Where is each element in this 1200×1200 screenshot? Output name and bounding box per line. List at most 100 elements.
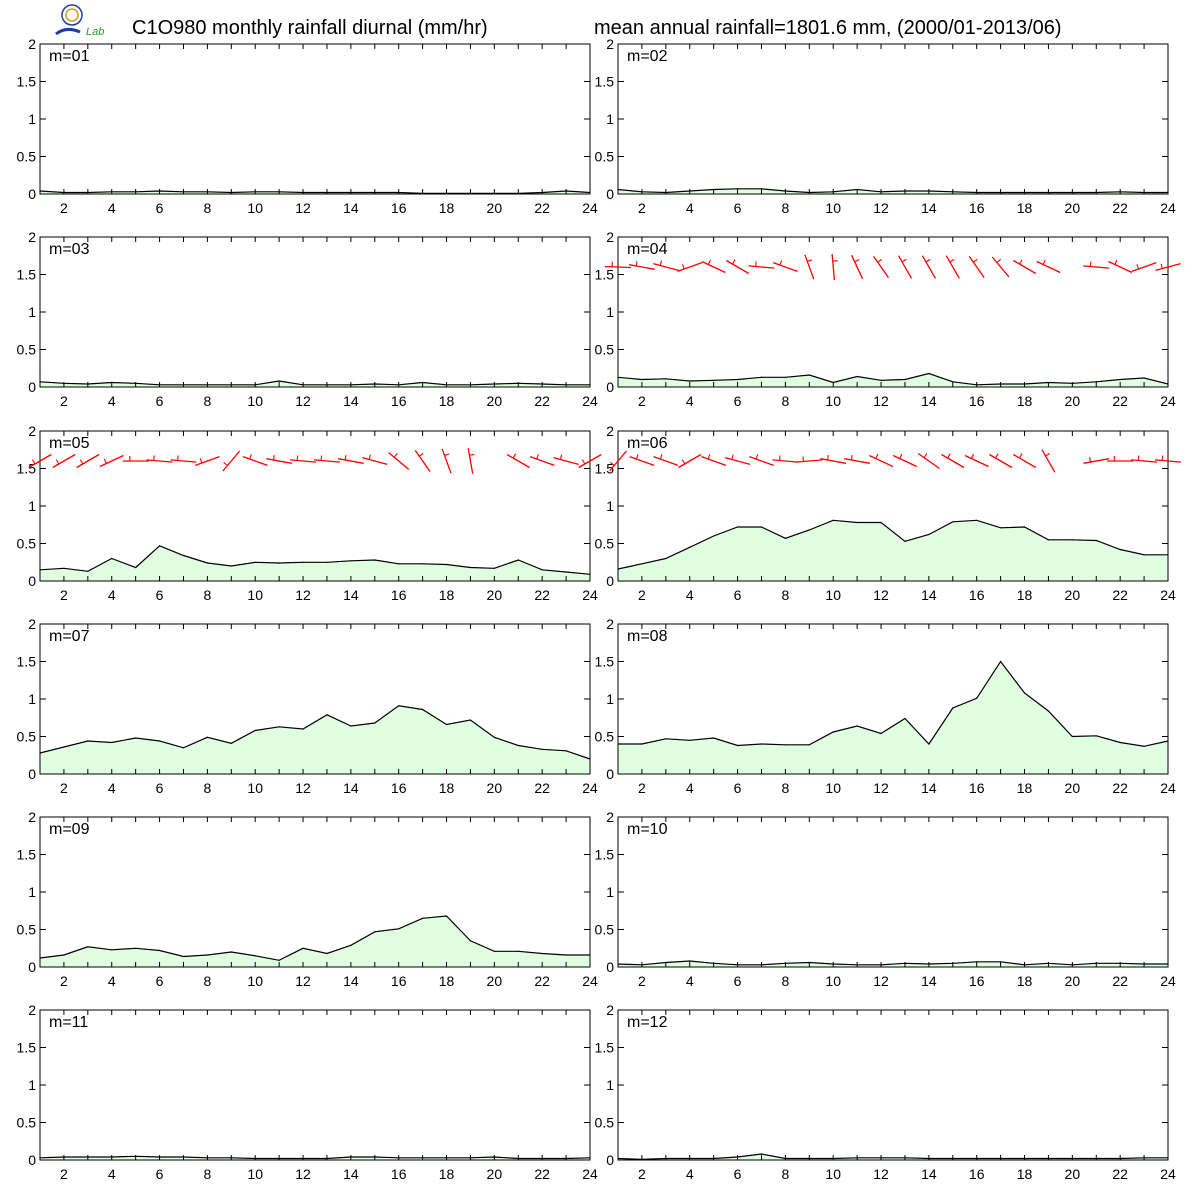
x-tick-label: 4 bbox=[108, 780, 116, 796]
x-tick-label: 12 bbox=[295, 393, 311, 409]
rain-area bbox=[40, 545, 590, 581]
wind-barb bbox=[653, 260, 679, 272]
x-tick-label: 18 bbox=[439, 973, 455, 989]
rain-line bbox=[39, 915, 590, 961]
x-tick-label: 16 bbox=[969, 780, 985, 796]
panel-m-06: 00.511.522 4 6 8 10 12 14 16 18 20 22 24m=06 bbox=[595, 423, 1182, 603]
rain-point bbox=[493, 950, 495, 952]
x-tick-label: 24 bbox=[582, 780, 598, 796]
y-tick-label: 2 bbox=[606, 809, 614, 825]
rain-point bbox=[1143, 745, 1145, 747]
y-tick-label: 1 bbox=[28, 884, 36, 900]
x-tick-label: 12 bbox=[295, 200, 311, 216]
y-tick-label: 2 bbox=[606, 36, 614, 52]
x-tick-label: 14 bbox=[921, 393, 937, 409]
x-tick-label: 2 bbox=[60, 780, 68, 796]
x-tick-label: 6 bbox=[734, 393, 742, 409]
x-tick-label: 10 bbox=[247, 587, 263, 603]
x-tick-label: 22 bbox=[1112, 780, 1128, 796]
x-tick-label: 6 bbox=[734, 200, 742, 216]
y-tick-label: 2 bbox=[28, 1002, 36, 1018]
x-tick-label: 20 bbox=[1065, 780, 1081, 796]
rain-point bbox=[135, 947, 137, 949]
rain-line bbox=[618, 660, 1169, 747]
y-tick-label: 2 bbox=[606, 1002, 614, 1018]
x-tick-label: 6 bbox=[156, 393, 164, 409]
rain-point bbox=[808, 744, 810, 746]
x-tick-label: 2 bbox=[638, 780, 646, 796]
wind-barb bbox=[964, 453, 989, 468]
rain-point bbox=[880, 379, 882, 381]
x-tick-label: 4 bbox=[108, 200, 116, 216]
rain-point bbox=[445, 915, 448, 917]
rain-point bbox=[760, 376, 763, 378]
rain-point bbox=[135, 737, 137, 739]
wind-barb bbox=[578, 453, 602, 469]
x-tick-label: 22 bbox=[1112, 1166, 1128, 1182]
rain-point bbox=[784, 537, 787, 539]
rain-point bbox=[517, 559, 519, 561]
x-tick-label: 20 bbox=[487, 587, 503, 603]
x-tick-label: 4 bbox=[686, 1166, 694, 1182]
wind-barb bbox=[869, 453, 894, 468]
rain-point bbox=[159, 545, 161, 547]
y-tick-label: 0.5 bbox=[595, 1115, 615, 1131]
rain-point bbox=[374, 931, 376, 933]
rain-point bbox=[182, 955, 185, 958]
rain-point bbox=[398, 563, 400, 565]
x-tick-label: 12 bbox=[295, 973, 311, 989]
rain-point bbox=[737, 744, 739, 747]
x-tick-label: 18 bbox=[1017, 200, 1033, 216]
wind-barb bbox=[628, 261, 655, 270]
panel-m-08: 00.511.522 4 6 8 10 12 14 16 18 20 22 24m=08 bbox=[595, 616, 1176, 796]
y-tick-label: 0 bbox=[28, 1152, 36, 1168]
rain-point bbox=[689, 546, 691, 548]
panel-label: m=08 bbox=[627, 628, 668, 645]
y-tick-label: 1.5 bbox=[17, 461, 37, 477]
x-tick-label: 10 bbox=[825, 200, 841, 216]
wind-barb bbox=[851, 254, 864, 280]
x-tick-label: 22 bbox=[534, 973, 550, 989]
x-tick-label: 16 bbox=[391, 1166, 407, 1182]
wind-barb bbox=[76, 453, 100, 469]
rain-point bbox=[398, 928, 400, 930]
y-tick-label: 1 bbox=[606, 884, 614, 900]
panel-m-02: 00.511.522 4 6 8 10 12 14 16 18 20 22 24m=02 bbox=[595, 36, 1176, 216]
wind-barb bbox=[989, 453, 1013, 469]
y-tick-label: 0.5 bbox=[595, 536, 615, 552]
rain-point bbox=[302, 947, 304, 949]
x-tick-label: 6 bbox=[734, 587, 742, 603]
x-tick-label: 20 bbox=[1065, 587, 1081, 603]
x-tick-label: 18 bbox=[439, 1166, 455, 1182]
rain-point bbox=[541, 569, 543, 571]
x-tick-label: 18 bbox=[439, 393, 455, 409]
y-tick-label: 2 bbox=[606, 423, 614, 439]
rain-point bbox=[254, 729, 256, 732]
panel-m-03: 00.511.522 4 6 8 10 12 14 16 18 20 22 24m=03 bbox=[17, 229, 598, 409]
rain-point bbox=[832, 519, 834, 521]
rain-point bbox=[565, 571, 567, 573]
rain-point bbox=[760, 526, 763, 528]
wind-barb bbox=[772, 260, 798, 273]
panel-m-09: 00.511.522 4 6 8 10 12 14 16 18 20 22 24m=09 bbox=[17, 809, 598, 989]
x-tick-label: 12 bbox=[873, 780, 889, 796]
y-tick-label: 2 bbox=[606, 616, 614, 632]
wind-barb bbox=[52, 453, 76, 469]
wind-barb bbox=[991, 256, 1010, 278]
x-tick-label: 14 bbox=[343, 393, 359, 409]
x-tick-label: 22 bbox=[534, 200, 550, 216]
y-tick-label: 1.5 bbox=[595, 461, 615, 477]
y-tick-label: 0.5 bbox=[17, 1115, 37, 1131]
rain-point bbox=[737, 378, 739, 381]
x-tick-label: 16 bbox=[391, 780, 407, 796]
x-tick-label: 24 bbox=[582, 200, 598, 216]
y-tick-label: 1 bbox=[606, 304, 614, 320]
x-tick-label: 2 bbox=[60, 587, 68, 603]
x-tick-label: 14 bbox=[343, 200, 359, 216]
y-tick-label: 1 bbox=[606, 691, 614, 707]
rain-point bbox=[641, 743, 643, 745]
x-tick-label: 2 bbox=[638, 973, 646, 989]
rain-point bbox=[1071, 735, 1073, 738]
plot-frame bbox=[39, 816, 591, 968]
y-tick-label: 0.5 bbox=[595, 342, 615, 358]
